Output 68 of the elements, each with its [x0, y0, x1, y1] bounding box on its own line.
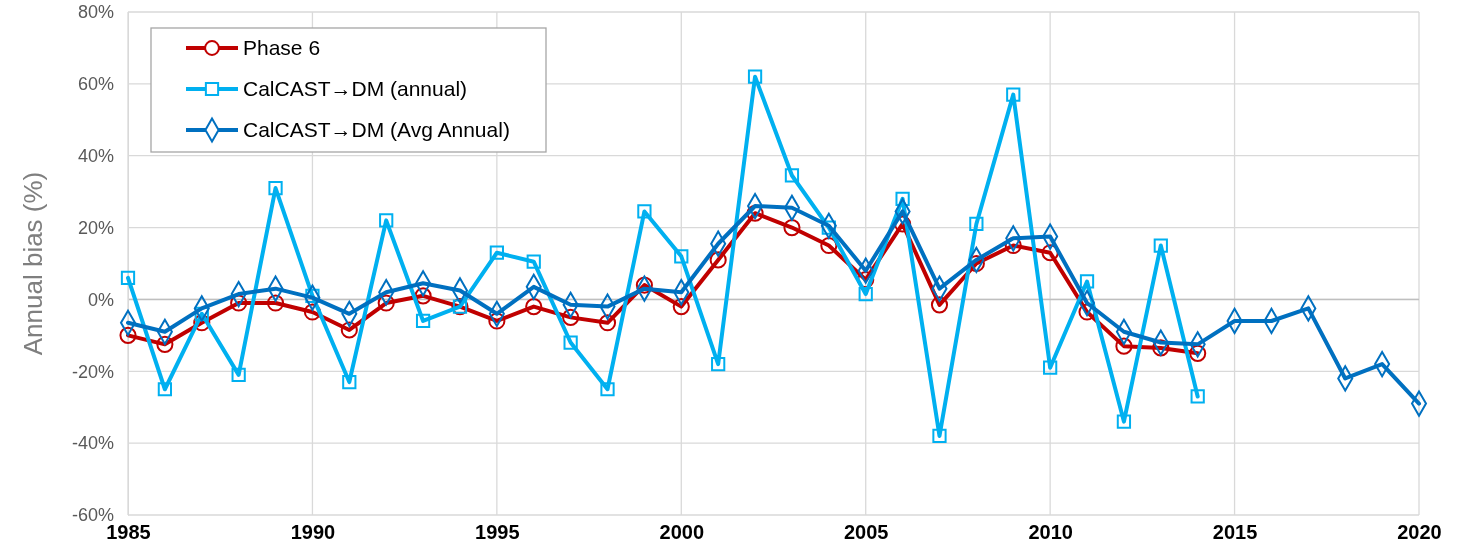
y-tick-label: 80% — [77, 2, 114, 23]
point — [120, 270, 136, 285]
point — [784, 168, 800, 183]
point — [672, 298, 690, 316]
point — [157, 382, 173, 397]
point — [674, 249, 689, 264]
point — [231, 367, 246, 382]
legend-label: Phase 6 — [243, 36, 321, 59]
x-tick-label: 2015 — [1212, 521, 1258, 544]
point — [377, 294, 395, 312]
y-tick-label: -40% — [71, 433, 114, 454]
point — [930, 296, 949, 314]
x-tick-label: 2020 — [1397, 521, 1442, 544]
point — [526, 254, 541, 269]
point — [1152, 339, 1170, 357]
point — [635, 276, 653, 294]
point — [1189, 344, 1207, 362]
point — [820, 236, 838, 255]
point — [895, 191, 910, 206]
point — [747, 69, 763, 84]
y-tick-label: 60% — [77, 74, 114, 95]
point — [858, 286, 873, 302]
point — [711, 356, 726, 372]
point — [1079, 274, 1095, 289]
point — [1116, 414, 1132, 429]
point — [119, 326, 137, 344]
y-tick-label: -20% — [71, 361, 114, 382]
x-tick-label: 2000 — [659, 521, 705, 544]
point — [230, 294, 248, 312]
point — [932, 428, 947, 444]
point — [489, 245, 504, 260]
legend-label: CalCAST→DM (Avg Annual) — [243, 118, 510, 141]
point — [525, 298, 543, 316]
point — [637, 204, 652, 219]
point — [342, 374, 357, 390]
point — [783, 219, 801, 237]
legend-label: CalCAST→DM (annual) — [243, 77, 468, 100]
point — [340, 321, 358, 339]
point — [598, 314, 617, 332]
point — [746, 204, 764, 222]
point — [969, 216, 984, 232]
point — [562, 308, 580, 326]
point — [1004, 236, 1022, 255]
point — [1006, 87, 1021, 102]
y-tick-label: 0% — [87, 289, 114, 310]
y-tick-label: 20% — [77, 217, 114, 238]
point — [156, 335, 174, 353]
x-tick-label: 1990 — [290, 521, 336, 544]
point — [709, 251, 727, 269]
x-tick-label: 2010 — [1028, 521, 1073, 544]
x-tick-label: 2005 — [843, 521, 889, 544]
point — [415, 313, 431, 329]
point — [266, 294, 285, 312]
y-tick-label: 40% — [77, 145, 114, 166]
y-axis-title: Annual bias (%) — [18, 171, 48, 356]
x-tick-label: 1995 — [475, 521, 520, 544]
point — [414, 287, 432, 305]
point — [600, 382, 615, 397]
point — [1190, 389, 1205, 404]
point — [303, 303, 321, 321]
point — [379, 213, 394, 228]
point — [488, 312, 506, 330]
point — [563, 335, 578, 350]
point — [1115, 337, 1133, 355]
point — [1043, 360, 1058, 375]
point — [1153, 238, 1168, 253]
point — [193, 314, 211, 332]
point — [268, 180, 283, 196]
